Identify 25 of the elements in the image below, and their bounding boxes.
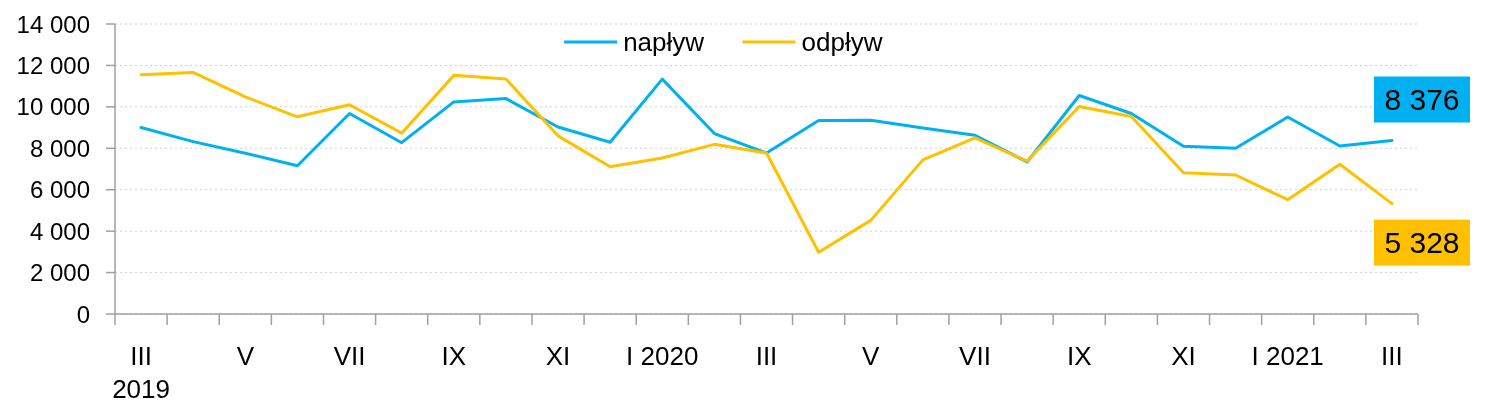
data-label: 5 328 [1384, 226, 1460, 260]
y-tick-label: 10 000 [16, 93, 90, 121]
legend-label: napływ [623, 27, 705, 57]
y-tick-label: 12 000 [16, 51, 90, 79]
y-tick-label: 6 000 [29, 176, 90, 204]
x-tick-label: I 2021 [1251, 341, 1324, 371]
x-tick-label: V [862, 341, 881, 371]
legend-label: odpływ [801, 27, 883, 57]
x-tick-label: V [236, 341, 255, 371]
x-tick-label: III [755, 341, 778, 371]
data-label: 8 376 [1384, 83, 1460, 116]
x-tick-label: VII [959, 341, 991, 371]
x-tick-label: VII [333, 341, 366, 371]
x-tick-label: I 2020 [626, 341, 699, 371]
x-tick-label: XI [1171, 341, 1196, 371]
x-tick-label: III [1381, 341, 1403, 371]
y-tick-label: 8 000 [29, 134, 90, 162]
x-tick-label: IX [441, 341, 467, 371]
x-tick-label: IX [1066, 341, 1092, 371]
y-tick-label: 0 [76, 300, 90, 328]
x-tick-label: III 2019 [112, 341, 170, 404]
x-tick-label: XI [545, 341, 571, 371]
y-tick-label: 2 000 [29, 259, 90, 287]
y-tick-label: 4 000 [29, 217, 90, 245]
y-tick-label: 14 000 [16, 10, 90, 38]
